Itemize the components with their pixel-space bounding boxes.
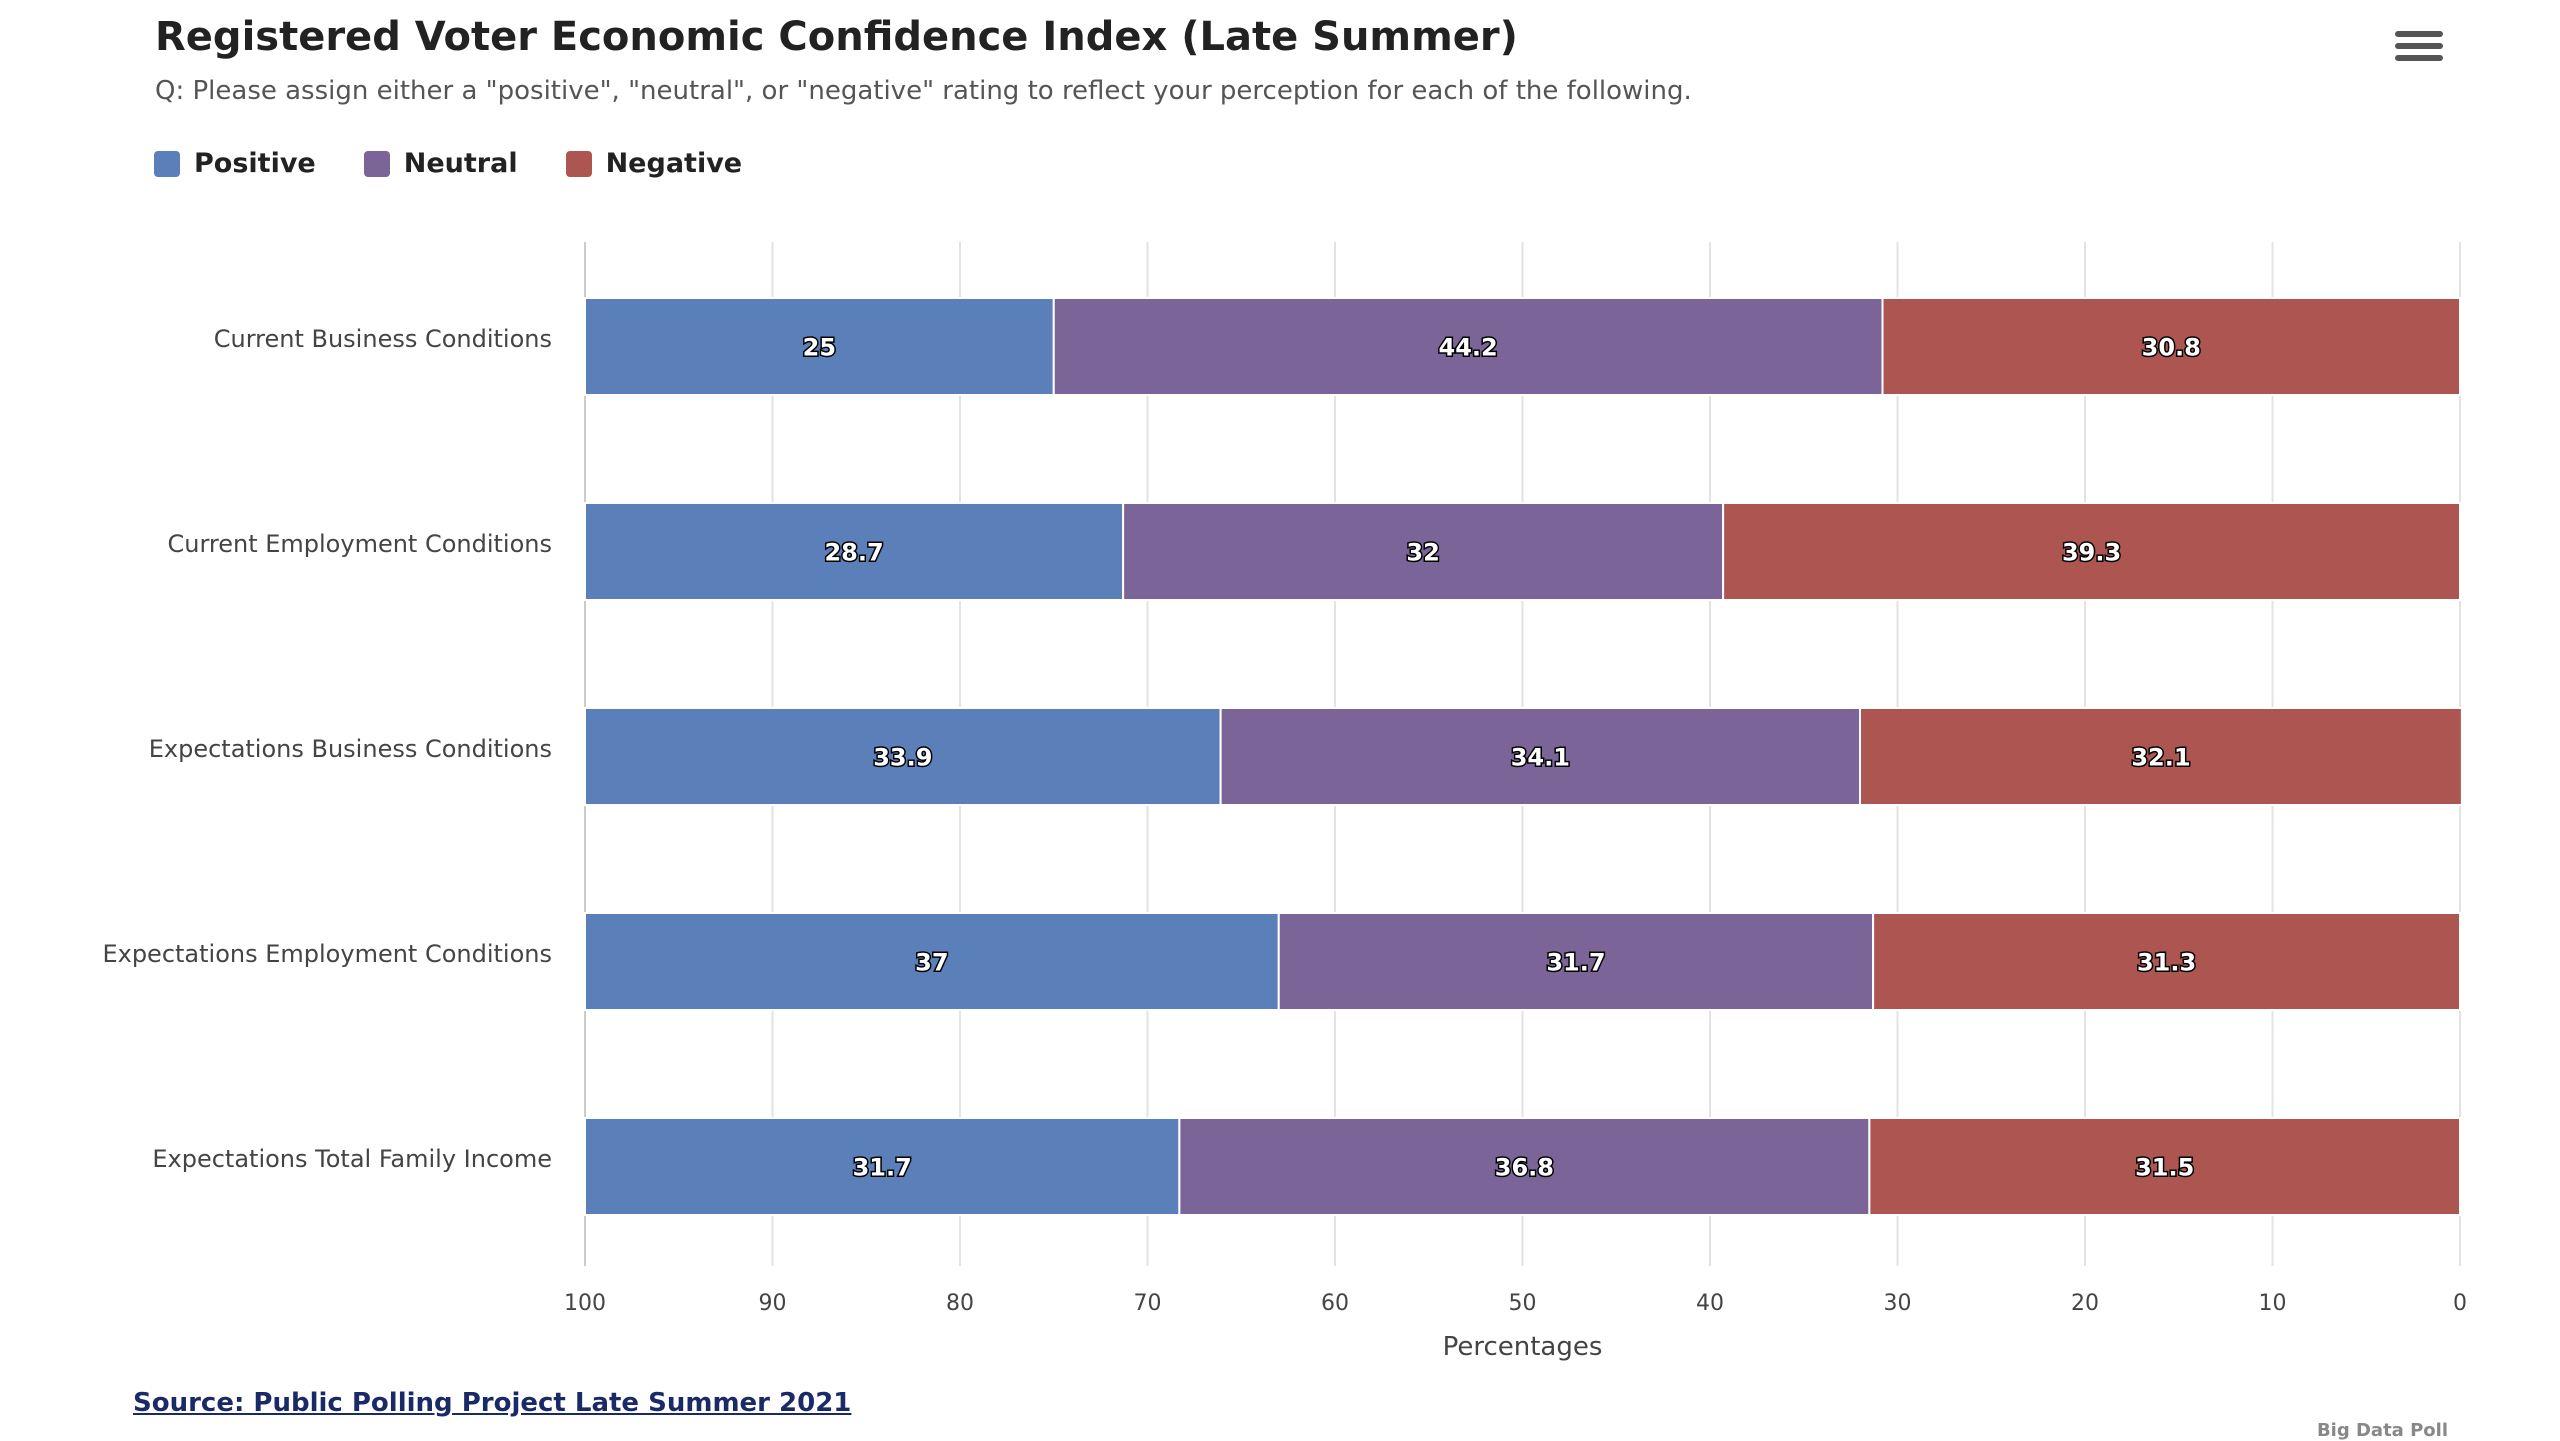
category-label: Expectations Total Family Income (152, 1145, 552, 1173)
x-tick-label: 0 (2453, 1291, 2467, 1316)
bar-neutral (1122, 502, 1725, 601)
x-tick-label: 20 (2071, 1291, 2099, 1316)
legend-item-positive[interactable]: Positive (154, 148, 316, 179)
x-tick-label: 60 (1321, 1291, 1349, 1316)
x-tick-label: 40 (1696, 1291, 1724, 1316)
x-tick-label: 50 (1509, 1291, 1537, 1316)
bar-neutral (1277, 912, 1875, 1011)
source-link[interactable]: Source: Public Polling Project Late Summ… (133, 1388, 852, 1418)
category-label: Expectations Employment Conditions (102, 940, 552, 968)
category-label: Current Employment Conditions (167, 530, 552, 558)
bar-negative (1859, 707, 2463, 806)
hamburger-menu-icon[interactable] (2395, 24, 2443, 68)
credit-text: Big Data Poll (2316, 1420, 2448, 1441)
data-label: 33.9 (873, 744, 932, 772)
data-label: 36.8 (1495, 1154, 1554, 1182)
bar-positive (584, 707, 1222, 806)
data-label: 39.3 (2062, 539, 2121, 567)
legend-swatch-neutral (363, 150, 390, 177)
x-tick-label: 10 (2259, 1291, 2287, 1316)
legend-item-negative[interactable]: Negative (565, 148, 743, 179)
bar-positive (584, 1117, 1181, 1216)
bar-positive (584, 502, 1125, 601)
legend-label-negative: Negative (605, 148, 743, 179)
x-tick-label: 30 (1884, 1291, 1912, 1316)
data-label: 31.3 (2137, 949, 2196, 977)
data-label: 44.2 (1439, 334, 1498, 362)
bar-positive (584, 297, 1055, 396)
data-label: 25 (803, 334, 836, 362)
bar-negative (1722, 502, 2461, 601)
x-axis-title: Percentages (1443, 1332, 1603, 1362)
category-label: Expectations Business Conditions (149, 735, 552, 763)
data-label: 37 (915, 949, 948, 977)
legend-label-positive: Positive (194, 148, 316, 179)
data-label: 28.7 (824, 539, 883, 567)
menu-line (2395, 55, 2443, 61)
data-label: 32 (1406, 539, 1439, 567)
menu-line (2395, 43, 2443, 49)
bar-neutral (1178, 1117, 1871, 1216)
bar-negative (1881, 297, 2461, 396)
legend-item-neutral[interactable]: Neutral (363, 148, 518, 179)
chart-title: Registered Voter Economic Confidence Ind… (155, 14, 1518, 60)
data-label: 31.7 (853, 1154, 912, 1182)
bar-negative (1868, 1117, 2461, 1216)
menu-line (2395, 31, 2443, 37)
legend-swatch-positive (154, 150, 180, 177)
chart-legend: Positive Neutral Negative (154, 148, 742, 179)
bar-positive (584, 912, 1280, 1011)
x-tick-label: 80 (946, 1291, 974, 1316)
data-label: 31.7 (1546, 949, 1605, 977)
legend-swatch-negative (565, 150, 592, 177)
data-label: 32.1 (2131, 744, 2190, 772)
x-tick-label: 100 (564, 1291, 606, 1316)
data-label: 34.1 (1511, 744, 1570, 772)
x-tick-label: 70 (1134, 1291, 1162, 1316)
category-label: Current Business Conditions (214, 325, 552, 353)
data-label: 31.5 (2135, 1154, 2194, 1182)
bar-neutral (1219, 707, 1861, 806)
chart-subtitle: Q: Please assign either a "positive", "n… (155, 76, 1692, 106)
data-label: 30.8 (2142, 334, 2201, 362)
legend-label-neutral: Neutral (403, 148, 518, 179)
x-tick-label: 90 (759, 1291, 787, 1316)
bar-negative (1872, 912, 2461, 1011)
